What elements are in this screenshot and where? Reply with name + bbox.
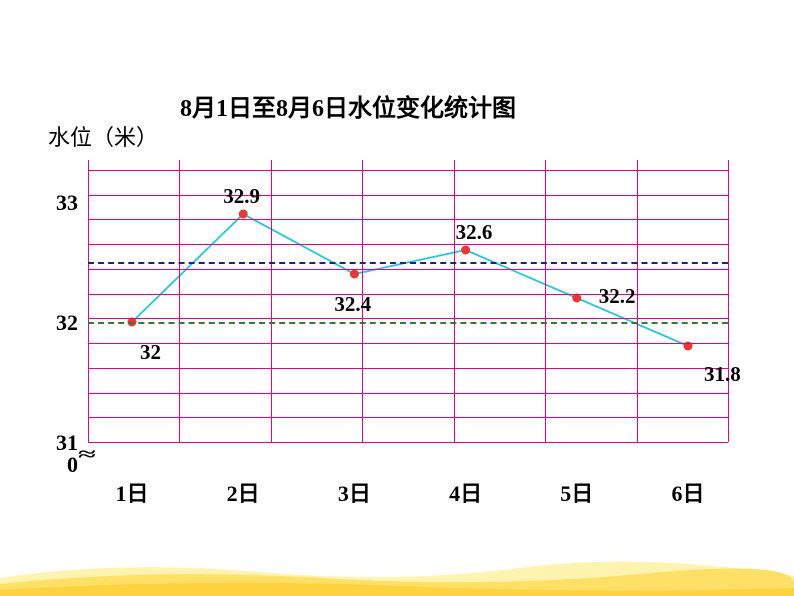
grid-row: [88, 244, 728, 245]
data-point: [462, 246, 470, 254]
x-tick-label: 2日: [227, 476, 260, 508]
grid-row: [88, 195, 728, 196]
grid-row: [88, 219, 728, 220]
grid-row: [88, 393, 728, 394]
grid-col: [728, 160, 729, 442]
value-label: 32.9: [223, 184, 260, 209]
value-label: 32: [140, 340, 161, 365]
grid-col: [179, 160, 180, 442]
data-point: [573, 294, 581, 302]
grid-row: [88, 442, 728, 443]
chart-area: ≈: [88, 160, 728, 470]
grid-col: [545, 160, 546, 442]
y-tick-label: 31: [38, 430, 78, 456]
grid-row: [88, 170, 728, 171]
grid-col: [637, 160, 638, 442]
axis-break: ≈: [78, 444, 96, 465]
grid-col: [271, 160, 272, 442]
beach-decoration: [0, 558, 794, 596]
grid-row: [88, 269, 728, 270]
y-tick-label: 32: [38, 310, 78, 336]
grid-row: [88, 343, 728, 344]
chart-svg: [88, 160, 728, 470]
value-label: 32.2: [599, 284, 636, 309]
x-tick-label: 6日: [671, 476, 704, 508]
grid-row: [88, 417, 728, 418]
x-tick-label: 4日: [449, 476, 482, 508]
data-point: [350, 270, 358, 278]
grid-col: [88, 160, 89, 442]
data-point: [239, 210, 247, 218]
grid-col: [454, 160, 455, 442]
reference-line: [88, 262, 728, 264]
grid-row: [88, 368, 728, 369]
x-tick-label: 3日: [338, 476, 371, 508]
x-tick-label: 1日: [115, 476, 148, 508]
value-label: 31.8: [704, 362, 741, 387]
value-label: 32.6: [456, 220, 493, 245]
y-tick-label: 33: [38, 190, 78, 216]
y-axis-label: 水位（米）: [48, 120, 158, 152]
value-label: 32.4: [334, 292, 371, 317]
reference-line: [88, 322, 728, 324]
series-line: [132, 214, 688, 346]
grid-row: [88, 318, 728, 319]
x-tick-label: 5日: [560, 476, 593, 508]
chart-title: 8月1日至8月6日水位变化统计图: [180, 88, 516, 123]
